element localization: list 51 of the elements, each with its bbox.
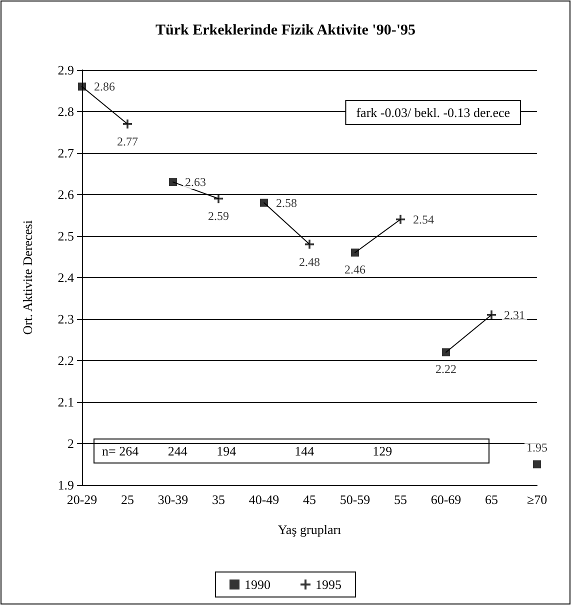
- data-label: 2.58: [276, 196, 297, 210]
- y-tick-label: 2.6: [58, 187, 74, 202]
- data-label: 2.54: [413, 212, 434, 226]
- data-label: 2.31: [504, 308, 525, 322]
- x-tick-label: ≥70: [526, 492, 548, 507]
- point: [533, 460, 541, 468]
- data-label: 2.86: [94, 80, 115, 94]
- chart-title: Türk Erkeklerinde Fizik Aktivite '90-'95: [155, 22, 416, 38]
- point: [78, 82, 86, 91]
- y-tick-label: 2.9: [58, 62, 74, 78]
- x-tick-label: 40-49: [248, 492, 280, 507]
- x-tick-label: 60-69: [430, 492, 462, 507]
- legend-label: 1990: [244, 577, 270, 592]
- y-tick-label: 2.5: [58, 228, 74, 244]
- legend-label: 1995: [316, 577, 342, 592]
- x-tick-label: 65: [485, 492, 498, 507]
- y-tick-label: 2.1: [58, 394, 74, 410]
- point: [260, 198, 268, 207]
- point: [305, 240, 314, 249]
- x-tick-label: 35: [212, 492, 225, 507]
- y-tick-label: 2.2: [58, 353, 74, 368]
- x-tick-label: 45: [303, 492, 316, 507]
- data-label: 2.46: [344, 262, 366, 277]
- y-tick-label: 2.8: [58, 104, 74, 119]
- point: [351, 248, 359, 257]
- y-tick-label: 2.4: [58, 270, 74, 285]
- y-tick-label: 1.9: [58, 478, 74, 492]
- x-tick-label: 55: [394, 492, 407, 507]
- x-tick-label: 50-59: [340, 492, 370, 507]
- data-label: 2.63: [185, 175, 206, 190]
- point: [123, 119, 132, 128]
- point: [214, 194, 223, 204]
- annotation: fark -0.03/ bekl. -0.13 der.ece: [356, 105, 510, 120]
- x-tick-label: 30-39: [158, 492, 188, 507]
- point: [487, 310, 496, 320]
- data-label: 2.48: [299, 254, 320, 269]
- y-axis-title: Ort. Aktivite Derecesi: [20, 220, 35, 335]
- x-tick-label: 20-29: [66, 492, 98, 507]
- data-label: 2.77: [117, 134, 138, 148]
- y-tick-label: 2.3: [58, 312, 74, 326]
- y-tick-label: 2.7: [58, 146, 74, 160]
- annotation: n= 264 244 194 144 129: [102, 444, 392, 458]
- point: [169, 178, 177, 186]
- x-tick-label: 25: [121, 492, 134, 507]
- data-label: 2.22: [436, 362, 456, 376]
- point: [396, 214, 405, 224]
- data-label: 2.59: [208, 209, 229, 224]
- y-tick-label: 2: [68, 436, 74, 451]
- point: [442, 348, 450, 356]
- data-label: 1.95: [526, 440, 548, 454]
- x-axis-title: Yaş grupları: [278, 522, 342, 537]
